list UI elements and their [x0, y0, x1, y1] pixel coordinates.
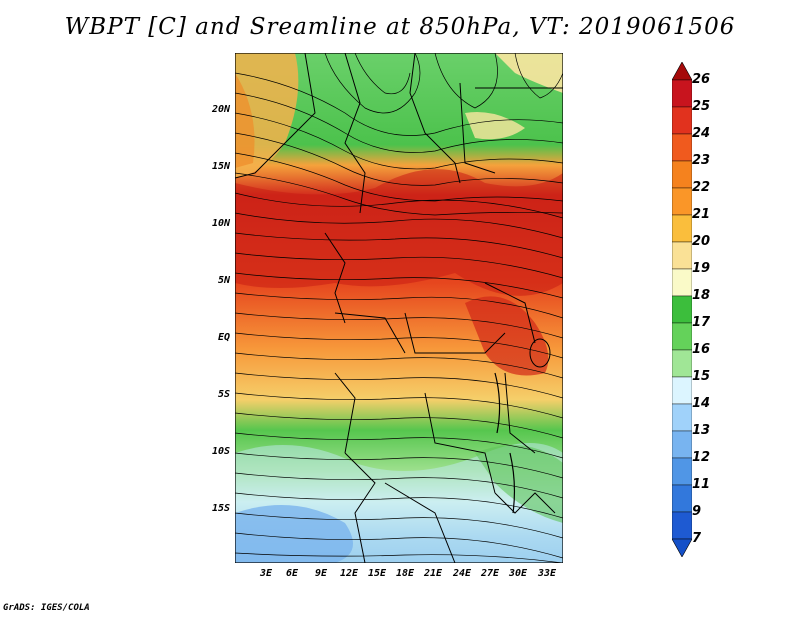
colorbar-tick-label: 13: [692, 423, 711, 438]
colorbar-segment: [672, 430, 692, 459]
colorbar-segment: [672, 484, 692, 513]
warm-patch-northeast: [495, 53, 563, 93]
lat-label-10s: 10S: [211, 446, 230, 457]
lat-label-10n: 10N: [211, 218, 230, 229]
map-title: WBPT [C] and Sreamline at 850hPa, VT: 20…: [64, 14, 736, 40]
colorbar-tick-label: 22: [692, 180, 711, 195]
colorbar-tick-label: 21: [692, 207, 711, 222]
colorbar-tick-label: 19: [692, 261, 711, 276]
hot-band: [235, 169, 563, 296]
lon-label-33e: 33E: [537, 568, 557, 579]
colorbar-tick-label: 7: [692, 531, 702, 546]
colorbar-bottom-arrow: [672, 538, 692, 557]
lat-label-5n: 5N: [217, 275, 230, 286]
colorbar-tick-label: 18: [692, 288, 711, 303]
lon-label-18e: 18E: [395, 568, 415, 579]
lon-label-15e: 15E: [367, 568, 387, 579]
colorbar-tick-label: 25: [692, 99, 711, 114]
colorbar-tick-label: 11: [692, 477, 711, 492]
lon-label-21e: 21E: [423, 568, 443, 579]
colorbar-tick-label: 23: [692, 153, 711, 168]
lon-label-24e: 24E: [452, 568, 472, 579]
map-panel: [235, 53, 563, 563]
colorbar-segment: [672, 160, 692, 189]
lon-label-9e: 9E: [314, 568, 328, 579]
colorbar-segment: [672, 511, 692, 540]
colorbar-segment: [672, 187, 692, 216]
colorbar-tick-label: 9: [692, 504, 702, 519]
colorbar-tick-label: 26: [692, 72, 711, 87]
colorbar-tick-label: 15: [692, 369, 711, 384]
colorbar-segment: [672, 376, 692, 405]
lon-label-12e: 12E: [339, 568, 359, 579]
colorbar: [672, 62, 692, 557]
lat-label-15s: 15S: [211, 503, 230, 514]
lon-label-3e: 3E: [259, 568, 273, 579]
colorbar-segment: [672, 79, 692, 108]
lon-label-6e: 6E: [285, 568, 299, 579]
lat-label-eq: EQ: [217, 332, 230, 343]
colorbar-tick-label: 17: [692, 315, 711, 330]
colorbar-segment: [672, 214, 692, 243]
colorbar-segment: [672, 403, 692, 432]
lon-label-27e: 27E: [480, 568, 500, 579]
lat-label-20n: 20N: [211, 104, 230, 115]
colorbar-tick-label: 24: [692, 126, 711, 141]
credit-text: GrADS: IGES/COLA: [3, 603, 90, 613]
colorbar-segment: [672, 322, 692, 351]
green-region-southeast: [475, 445, 563, 523]
hot-spot-lake-region: [465, 296, 549, 376]
colorbar-segment: [672, 457, 692, 486]
lake-malawi: [509, 452, 516, 514]
colorbar-tick-label: 12: [692, 450, 711, 465]
lat-label-5s: 5S: [217, 389, 230, 400]
colorbar-top-arrow: [672, 62, 692, 81]
colorbar-segment: [672, 295, 692, 324]
warm-patch-east: [465, 112, 525, 140]
colorbar-segment: [672, 133, 692, 162]
warm-core-northwest: [235, 73, 255, 168]
colorbar-tick-label: 14: [692, 396, 711, 411]
streamlines: [235, 53, 563, 563]
lake-tanganyika: [494, 372, 501, 434]
colorbar-segment: [672, 241, 692, 270]
lon-label-30e: 30E: [508, 568, 528, 579]
colorbar-segment: [672, 349, 692, 378]
colorbar-tick-label: 16: [692, 342, 711, 357]
country-borders: [235, 53, 563, 563]
lat-label-15n: 15N: [211, 161, 230, 172]
colorbar-segment: [672, 268, 692, 297]
lake-victoria: [529, 338, 551, 368]
colorbar-tick-label: 20: [692, 234, 711, 249]
colorbar-segment: [672, 106, 692, 135]
